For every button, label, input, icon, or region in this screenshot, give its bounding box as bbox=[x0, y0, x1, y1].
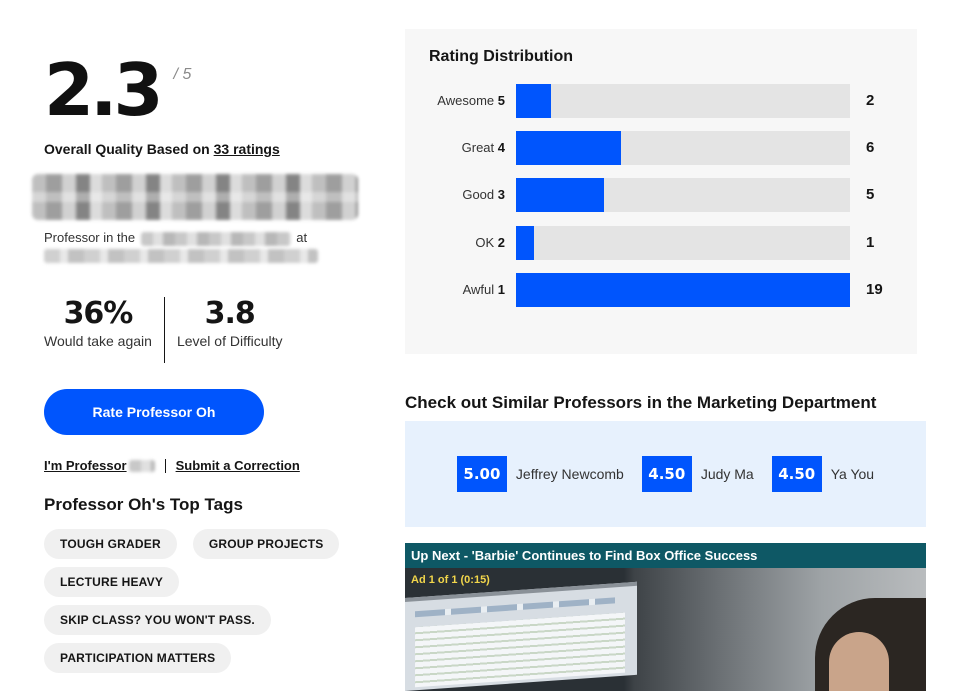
distribution-bar-fill bbox=[516, 178, 604, 212]
distribution-level: 5 bbox=[497, 93, 505, 108]
rating-max: / 5 bbox=[173, 66, 192, 83]
distribution-bar-track bbox=[516, 84, 850, 118]
video-player[interactable]: Up Next - 'Barbie' Continues to Find Box… bbox=[405, 543, 926, 691]
overall-rating: 2.3 / 5 bbox=[44, 50, 191, 130]
difficulty-label: Level of Difficulty bbox=[176, 333, 283, 349]
department-prefix: Professor in the bbox=[44, 230, 136, 245]
similar-professor-card[interactable]: 4.50 Ya You bbox=[771, 456, 875, 492]
im-professor-label: I'm Professor bbox=[44, 458, 127, 473]
distribution-label-text: Awesome bbox=[437, 93, 495, 108]
distribution-level: 1 bbox=[497, 282, 505, 297]
distribution-label: Awful 1 bbox=[463, 282, 505, 297]
distribution-label: OK 2 bbox=[475, 235, 505, 250]
distribution-label-text: Good bbox=[462, 187, 495, 202]
distribution-label-text: Great bbox=[461, 140, 495, 155]
submit-correction-link[interactable]: Submit a Correction bbox=[175, 458, 300, 473]
professor-name-redacted bbox=[32, 174, 358, 220]
rate-professor-button[interactable]: Rate Professor Oh bbox=[44, 389, 264, 435]
distribution-bar-track bbox=[516, 131, 850, 165]
link-divider bbox=[164, 458, 166, 473]
video-up-next-title: Up Next - 'Barbie' Continues to Find Box… bbox=[405, 543, 926, 568]
distribution-bar-fill bbox=[516, 131, 622, 165]
department-redacted bbox=[140, 231, 291, 246]
distribution-count: 2 bbox=[866, 92, 875, 109]
school-redacted bbox=[44, 249, 318, 263]
department-suffix: at bbox=[296, 230, 308, 245]
similar-professor-card[interactable]: 5.00 Jeffrey Newcomb bbox=[456, 456, 624, 492]
similar-professor-name: Judy Ma bbox=[700, 466, 754, 482]
distribution-label-text: OK bbox=[475, 235, 495, 250]
tag-chip: PARTICIPATION MATTERS bbox=[44, 643, 232, 673]
distribution-bar-fill bbox=[516, 84, 552, 118]
distribution-count: 19 bbox=[866, 281, 883, 298]
tag-chip: LECTURE HEAVY bbox=[44, 567, 180, 597]
take-again-stat: 36% Would take again bbox=[44, 297, 165, 363]
video-person-image bbox=[815, 598, 926, 691]
difficulty-stat: 3.8 Level of Difficulty bbox=[165, 297, 283, 363]
distribution-bar-track bbox=[516, 273, 850, 307]
ratings-count-link[interactable]: 33 ratings bbox=[213, 141, 280, 157]
distribution-level: 4 bbox=[497, 140, 505, 155]
distribution-label: Awesome 5 bbox=[437, 93, 505, 108]
rating-value: 2.3 bbox=[44, 48, 164, 132]
distribution-row-good: Good 3 5 bbox=[405, 178, 917, 212]
im-professor-link[interactable]: I'm Professor bbox=[44, 458, 127, 473]
rating-distribution: Rating Distribution Awesome 5 2 Great 4 … bbox=[405, 29, 917, 354]
tag-chip: TOUGH GRADER bbox=[44, 529, 177, 559]
similar-professors-title: Check out Similar Professors in the Mark… bbox=[405, 393, 877, 412]
distribution-row-awesome: Awesome 5 2 bbox=[405, 84, 917, 118]
rating-distribution-title: Rating Distribution bbox=[429, 48, 573, 65]
tag-row: LECTURE HEAVY bbox=[44, 567, 344, 597]
tag-chip: GROUP PROJECTS bbox=[192, 529, 340, 559]
distribution-level: 2 bbox=[497, 235, 505, 250]
distribution-level: 3 bbox=[497, 187, 505, 202]
feedback-stats: 36% Would take again 3.8 Level of Diffic… bbox=[44, 297, 283, 363]
distribution-count: 1 bbox=[866, 234, 875, 251]
similar-professor-name: Ya You bbox=[830, 466, 875, 482]
tag-row: PARTICIPATION MATTERS bbox=[44, 643, 344, 673]
distribution-label: Great 4 bbox=[462, 140, 505, 155]
similar-professor-score: 5.00 bbox=[456, 456, 507, 492]
department-line: Professor in the at bbox=[44, 230, 307, 246]
ad-countdown-label: Ad 1 of 1 (0:15) bbox=[411, 574, 490, 586]
similar-professor-card[interactable]: 4.50 Judy Ma bbox=[641, 456, 754, 492]
distribution-label-text: Awful bbox=[462, 282, 495, 297]
take-again-value: 36% bbox=[63, 296, 134, 331]
overall-quality-prefix: Overall Quality Based on bbox=[44, 141, 214, 157]
difficulty-value: 3.8 bbox=[204, 296, 256, 331]
distribution-row-ok: OK 2 1 bbox=[405, 226, 917, 260]
top-tags-title: Professor Oh's Top Tags bbox=[44, 495, 243, 514]
similar-professor-score: 4.50 bbox=[641, 456, 692, 492]
distribution-bar-track bbox=[516, 226, 850, 260]
tag-chip: SKIP CLASS? YOU WON'T PASS. bbox=[44, 605, 271, 635]
distribution-bar-fill bbox=[516, 273, 850, 307]
top-tags-list: TOUGH GRADER GROUP PROJECTS LECTURE HEAV… bbox=[44, 529, 344, 681]
similar-professors-list: 5.00 Jeffrey Newcomb 4.50 Judy Ma 4.50 Y… bbox=[405, 421, 926, 527]
similar-professor-score: 4.50 bbox=[771, 456, 822, 492]
distribution-count: 6 bbox=[866, 139, 875, 156]
distribution-label: Good 3 bbox=[462, 187, 505, 202]
video-monitor-image bbox=[405, 581, 637, 691]
distribution-count: 5 bbox=[866, 186, 875, 203]
distribution-bar-track bbox=[516, 178, 850, 212]
overall-quality-text: Overall Quality Based on 33 ratings bbox=[44, 141, 280, 157]
professor-links: I'm Professor Submit a Correction bbox=[44, 458, 300, 473]
professor-summary: 2.3 / 5 Overall Quality Based on 33 rati… bbox=[32, 0, 374, 691]
professor-name-redacted-inline bbox=[128, 459, 155, 472]
distribution-bar-fill bbox=[516, 226, 534, 260]
take-again-label: Would take again bbox=[44, 333, 152, 349]
distribution-row-great: Great 4 6 bbox=[405, 131, 917, 165]
tag-row: SKIP CLASS? YOU WON'T PASS. bbox=[44, 605, 344, 635]
similar-professor-name: Jeffrey Newcomb bbox=[515, 466, 624, 482]
distribution-row-awful: Awful 1 19 bbox=[405, 273, 917, 307]
tag-row: TOUGH GRADER GROUP PROJECTS bbox=[44, 529, 344, 559]
